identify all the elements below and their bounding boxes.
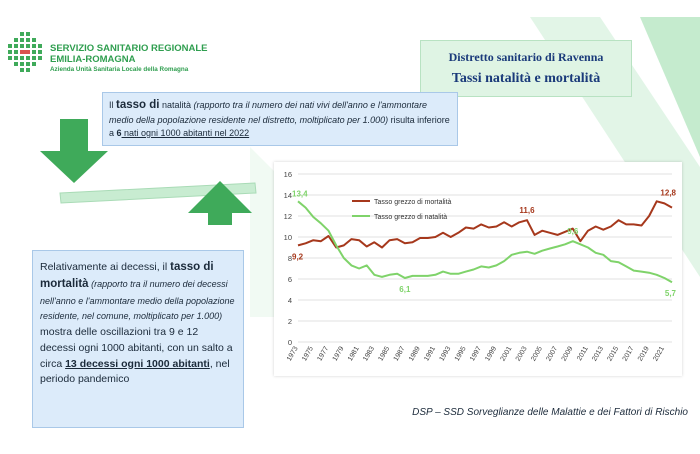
x-tick-label: 1995 bbox=[454, 345, 468, 362]
natality-text-3: natalità bbox=[159, 100, 194, 110]
x-tick-label: 1985 bbox=[377, 345, 391, 362]
x-tick-label: 2005 bbox=[530, 345, 544, 362]
x-tick-label: 2019 bbox=[637, 345, 651, 362]
legend-label: Tasso grezzo di mortalità bbox=[374, 199, 452, 206]
x-tick-label: 1993 bbox=[439, 345, 453, 362]
x-tick-label: 1973 bbox=[286, 345, 300, 362]
y-tick-label: 14 bbox=[284, 191, 292, 200]
arrow-down-icon bbox=[40, 119, 108, 183]
data-label: 5,7 bbox=[665, 289, 677, 298]
y-tick-label: 16 bbox=[284, 170, 292, 179]
series-line bbox=[297, 200, 673, 249]
x-tick-label: 1975 bbox=[301, 345, 315, 362]
natality-text-1: Il bbox=[109, 100, 117, 110]
mortality-text-2: tasso di mortalità bbox=[40, 261, 214, 291]
footer-text: DSP – SSD Sorveglianze delle Malattie e … bbox=[412, 407, 688, 418]
x-tick-label: 2001 bbox=[500, 345, 514, 362]
seesaw-bar bbox=[59, 182, 257, 204]
mortality-text-1: Relativamente ai decessi, il bbox=[40, 261, 171, 273]
x-tick-label: 1981 bbox=[347, 345, 361, 362]
y-tick-label: 4 bbox=[288, 296, 292, 305]
data-label: 12,8 bbox=[660, 189, 676, 198]
slide: SERVIZIO SANITARIO REGIONALE EMILIA-ROMA… bbox=[0, 17, 700, 437]
seesaw-graphic bbox=[40, 119, 257, 225]
mortality-text-6: , nel periodo pandemico bbox=[40, 357, 230, 386]
natality-text-box: Il tasso di natalità (rapporto tra il nu… bbox=[102, 92, 458, 146]
y-tick-label: 10 bbox=[284, 233, 292, 242]
y-tick-label: 8 bbox=[288, 254, 292, 263]
org-name-line1: SERVIZIO SANITARIO REGIONALE bbox=[50, 43, 208, 54]
x-tick-label: 2007 bbox=[545, 345, 559, 362]
x-tick-label: 2017 bbox=[622, 345, 636, 362]
arrow-up-icon bbox=[188, 181, 252, 225]
mortality-text-5: 13 decessi ogni 1000 abitanti bbox=[65, 357, 210, 370]
org-name-line3: Azienda Unità Sanitaria Locale della Rom… bbox=[50, 66, 189, 73]
x-tick-label: 1983 bbox=[362, 345, 376, 362]
natality-text-7: nati ogni 1000 abitanti nel 2022 bbox=[121, 127, 250, 138]
title-box: Distretto sanitario di Ravenna Tassi nat… bbox=[420, 40, 632, 97]
x-tick-label: 2013 bbox=[591, 345, 605, 362]
x-tick-label: 2021 bbox=[652, 345, 666, 362]
y-tick-label: 0 bbox=[288, 338, 292, 347]
data-label: 13,4 bbox=[292, 189, 308, 198]
natality-text-6: 6 bbox=[116, 127, 122, 138]
x-tick-label: 2011 bbox=[576, 345, 590, 362]
page-title: Tassi natalità e mortalità bbox=[451, 71, 601, 86]
data-label: 11,6 bbox=[519, 206, 535, 215]
title-line1: Distretto sanitario di Ravenna bbox=[448, 50, 604, 64]
data-label: 6,1 bbox=[399, 285, 411, 294]
legend-label: Tasso grezzo di natalità bbox=[374, 214, 447, 221]
mortality-text-4: mostra delle oscillazioni tra 9 e 12 dec… bbox=[40, 326, 233, 370]
data-label: 9,2 bbox=[292, 252, 304, 261]
natality-text-4: (rapporto tra il numero dei nati vivi de… bbox=[109, 100, 428, 125]
x-tick-label: 2015 bbox=[606, 345, 620, 362]
series-line bbox=[297, 200, 673, 284]
natality-text-2: tasso di bbox=[116, 99, 160, 111]
y-tick-label: 6 bbox=[288, 275, 292, 284]
org-name-line2: EMILIA-ROMAGNA bbox=[50, 54, 136, 65]
mortality-text-box: Relativamente ai decessi, il tasso di mo… bbox=[32, 250, 244, 428]
bg-green-band-side bbox=[640, 17, 700, 157]
y-tick-label: 12 bbox=[284, 212, 292, 221]
x-tick-label: 1979 bbox=[332, 345, 346, 362]
x-tick-label: 1991 bbox=[423, 345, 437, 362]
x-tick-label: 1999 bbox=[484, 345, 498, 362]
natality-text-5: risulta inferiore a bbox=[109, 114, 450, 138]
logo-icon bbox=[8, 32, 42, 72]
data-label: 9,6 bbox=[567, 227, 579, 236]
chart-card: 0 2 4 6 8 10 12 14 16 1973 1975 1977 1979 1981 1983 198… bbox=[274, 162, 682, 376]
x-tick-label: 1987 bbox=[393, 345, 407, 362]
x-tick-label: 2003 bbox=[515, 345, 529, 362]
mortality-text-3: (rapporto tra il numero dei decessi nell… bbox=[40, 279, 235, 322]
x-tick-label: 2009 bbox=[561, 345, 575, 362]
x-tick-label: 1989 bbox=[408, 345, 422, 362]
x-tick-label: 1977 bbox=[316, 345, 330, 362]
y-tick-label: 2 bbox=[288, 317, 292, 326]
x-tick-label: 1997 bbox=[469, 345, 483, 362]
